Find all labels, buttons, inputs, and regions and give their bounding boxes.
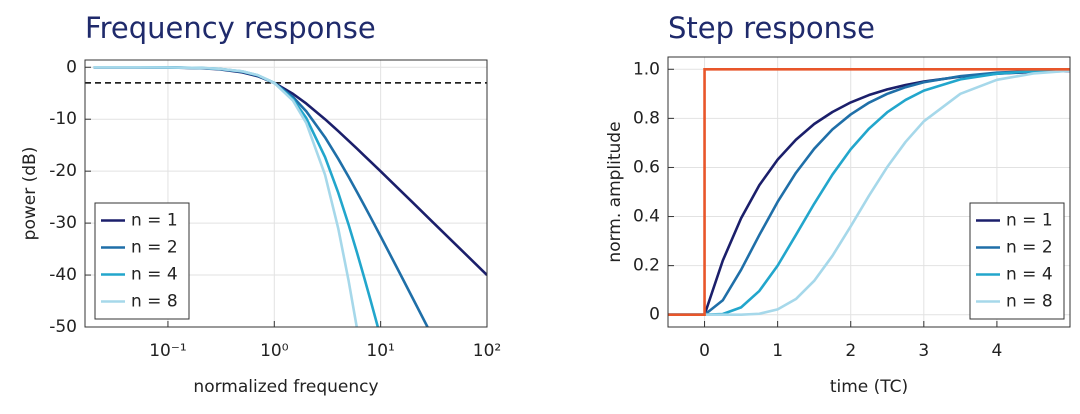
y-tick-label: -30 [49,213,77,233]
y-tick-label: 0 [66,57,77,77]
y-tick-label: 1.0 [633,59,660,79]
series-line [668,68,1070,317]
legend-label: n = 2 [131,238,178,258]
x-tick-label: 10⁻¹ [149,341,186,361]
x-tick-label: 10¹ [366,341,394,361]
x-axis-label: normalized frequency [193,377,378,397]
plot-frame [667,56,1071,328]
legend-label: n = 4 [131,265,178,285]
x-tick-label: 4 [991,341,1002,361]
y-tick-label: 0.8 [633,108,660,128]
y-tick-label: 0.2 [633,256,660,276]
x-tick-label: 10⁰ [260,341,289,361]
y-tick-label: 0.4 [633,207,660,227]
legend-label: n = 8 [1006,292,1053,312]
x-tick-label: 3 [918,341,929,361]
plot-frame [84,59,488,328]
legend-label: n = 8 [131,292,178,312]
y-tick-label: 0.6 [633,157,660,177]
legend-box [969,202,1065,320]
plot-area [85,65,487,327]
series-line [668,68,1070,317]
input-step [668,67,1070,317]
y-tick-label: -10 [49,109,77,129]
series-line [93,65,359,327]
y-tick-label: -40 [49,265,77,285]
chart-title: Step response [668,11,875,45]
x-axis-label: time (TC) [830,377,908,397]
legend-label: n = 1 [1006,211,1053,231]
series-line [668,69,1070,317]
chart-title: Frequency response [85,11,376,45]
legend-label: n = 1 [131,211,178,231]
x-tick-label: 10² [473,341,501,361]
y-tick-label: -20 [49,161,77,181]
x-tick-label: 2 [845,341,856,361]
legend-label: n = 2 [1006,238,1053,258]
legend-label: n = 4 [1006,265,1053,285]
plot-area [668,67,1070,317]
x-tick-label: 0 [699,341,710,361]
y-tick-label: -50 [49,317,77,337]
y-tick-label: 0 [649,305,660,325]
y-axis-label: norm. amplitude [605,121,625,262]
x-tick-label: 1 [772,341,783,361]
y-axis-label: power (dB) [20,147,40,241]
legend-box [94,202,190,320]
